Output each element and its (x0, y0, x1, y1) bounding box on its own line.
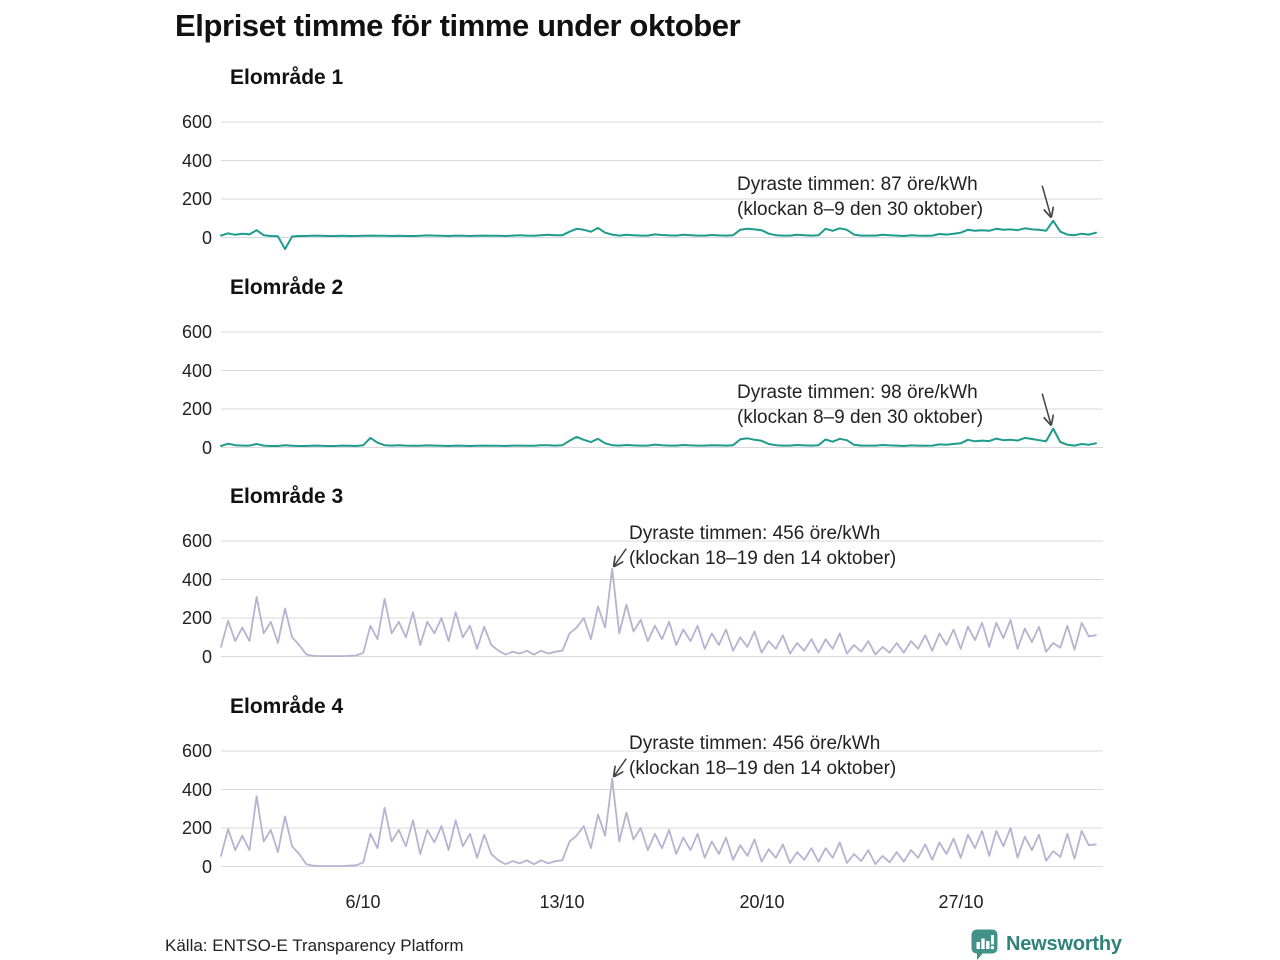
panel-title: Elområde 4 (230, 695, 344, 718)
x-axis-label: 6/10 (345, 892, 381, 912)
panel-chart (220, 540, 1103, 657)
y-tick-label: 200 (181, 189, 212, 209)
price-line (220, 219, 1097, 251)
y-tick-label: 0 (201, 646, 212, 667)
panel-chart (220, 331, 1103, 448)
x-axis-label: 20/10 (739, 892, 785, 912)
peak-annotation-line2: (klockan 8–9 den 30 oktober) (737, 199, 984, 220)
y-tick-label: 0 (201, 856, 212, 877)
price-line (220, 567, 1097, 657)
y-tick-label: 600 (181, 322, 212, 342)
peak-annotation-line1: Dyraste timmen: 456 öre/kWh (629, 523, 881, 544)
peak-annotation-line2: (klockan 18–19 den 14 oktober) (629, 758, 897, 779)
y-tick-label: 200 (181, 818, 212, 838)
brand-logo: Newsworthy (971, 929, 1122, 960)
y-tick-label: 600 (181, 531, 212, 551)
y-tick-label: 200 (181, 399, 212, 419)
source-note: Källa: ENTSO-E Transparency Platform (165, 936, 464, 955)
peak-annotation-line1: Dyraste timmen: 87 öre/kWh (737, 174, 978, 195)
x-axis-label: 13/10 (539, 892, 585, 912)
peak-annotation-line1: Dyraste timmen: 456 öre/kWh (629, 733, 881, 754)
y-tick-label: 600 (181, 112, 212, 132)
peak-annotation: Dyraste timmen: 87 öre/kWh (klockan 8–9 d… (737, 172, 983, 222)
newsworthy-icon (971, 929, 998, 960)
y-tick-label: 400 (181, 150, 212, 171)
y-tick-label: 600 (181, 741, 212, 761)
brand-name: Newsworthy (1006, 933, 1122, 955)
peak-annotation: Dyraste timmen: 456 öre/kWh (klockan 18–1… (629, 521, 896, 571)
peak-annotation: Dyraste timmen: 456 öre/kWh (klockan 18–1… (629, 731, 896, 781)
page-title: Elpriset timme för timme under oktober (175, 8, 741, 43)
y-tick-label: 0 (201, 437, 212, 458)
panel-title: Elområde 3 (230, 485, 344, 508)
peak-annotation-line2: (klockan 18–19 den 14 oktober) (629, 548, 897, 569)
price-line (220, 427, 1097, 447)
price-line (220, 777, 1097, 867)
y-tick-label: 400 (181, 360, 212, 381)
panel-chart (220, 750, 1103, 867)
panel-title: Elområde 1 (230, 66, 344, 89)
y-tick-label: 400 (181, 569, 212, 590)
peak-annotation: Dyraste timmen: 98 öre/kWh (klockan 8–9 d… (737, 380, 983, 430)
panel-chart (220, 121, 1103, 251)
x-axis-label: 27/10 (938, 892, 984, 912)
y-tick-label: 0 (201, 227, 212, 248)
y-tick-label: 200 (181, 608, 212, 628)
peak-annotation-line2: (klockan 8–9 den 30 oktober) (737, 407, 984, 428)
panel-title: Elområde 2 (230, 276, 344, 299)
y-tick-label: 400 (181, 779, 212, 800)
peak-annotation-line1: Dyraste timmen: 98 öre/kWh (737, 382, 978, 403)
